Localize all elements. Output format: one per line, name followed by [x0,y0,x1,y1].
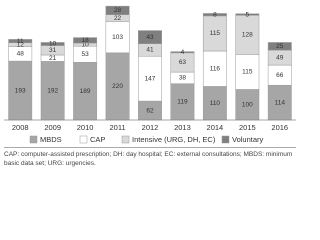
value-label: 38 [179,75,187,82]
value-label: 103 [112,34,123,41]
x-tick-label: 2013 [174,123,191,132]
value-label: 31 [49,47,57,54]
value-label: 25 [276,43,284,50]
legend-label: CAP [90,135,105,144]
value-label: 63 [179,59,187,66]
x-tick-label: 2012 [142,123,159,132]
bar-segment [170,51,195,54]
value-label: 11 [17,38,24,45]
bar-segment [267,42,292,51]
value-label: 62 [146,107,154,114]
page: {"chart_data": {"type": "stacked-bar", "… [4,5,296,168]
value-label: 5 [246,11,250,18]
x-tick-label: 2010 [77,123,94,132]
value-label: 4 [181,49,185,56]
legend-swatch [121,135,130,144]
x-tick-label: 2014 [207,123,224,132]
bar-segment [235,13,260,16]
legend-label: Intensive (URG, DH, EC) [132,135,216,144]
value-label: 48 [17,50,25,57]
value-label: 192 [47,87,58,94]
value-label: 128 [242,32,253,39]
value-label: 10 [49,41,57,48]
x-tick-label: 2016 [271,123,288,132]
value-label: 189 [80,88,91,95]
bar-segment [40,42,65,46]
value-label: 220 [112,83,123,90]
value-label: 49 [276,54,284,61]
x-tick-label: 2009 [44,123,61,132]
legend-label: MBDS [40,135,62,144]
value-label: 53 [81,51,89,58]
value-label: 22 [114,15,122,22]
legend-swatch [79,135,88,144]
x-tick-label: 2011 [109,123,125,132]
value-label: 8 [213,11,217,18]
value-label: 18 [81,37,89,44]
legend-swatch [29,135,38,144]
value-label: 147 [145,75,156,82]
x-tick-label: 2008 [12,123,29,132]
legend-swatch [221,135,230,144]
value-label: 115 [210,30,221,37]
bar-segment [8,39,33,44]
x-tick-label: 2015 [239,123,256,132]
value-label: 100 [242,101,253,108]
value-label: 110 [210,100,221,107]
bar-segment [202,13,227,17]
value-label: 116 [210,65,221,72]
value-label: 66 [276,72,284,79]
bar-segment [73,37,98,44]
value-label: 21 [49,55,57,62]
value-label: 28 [114,7,122,14]
value-label: 114 [275,99,286,106]
chart-note: CAP: computer-assisted prescription; DH:… [4,147,296,168]
bar-segment [138,30,162,44]
bar-segment [105,5,130,15]
legend-label: Voluntary [232,135,264,144]
value-label: 193 [15,87,26,94]
value-label: 10 [81,41,89,48]
chart: 1934812112008192213110200918953101820102… [4,5,296,144]
value-label: 115 [242,69,253,76]
value-label: 12 [17,41,25,48]
value-label: 41 [146,47,154,54]
value-label: 43 [146,34,154,41]
value-label: 119 [177,99,188,106]
